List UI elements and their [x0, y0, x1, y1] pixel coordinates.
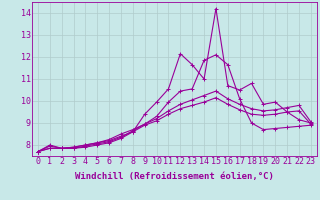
X-axis label: Windchill (Refroidissement éolien,°C): Windchill (Refroidissement éolien,°C): [75, 172, 274, 181]
